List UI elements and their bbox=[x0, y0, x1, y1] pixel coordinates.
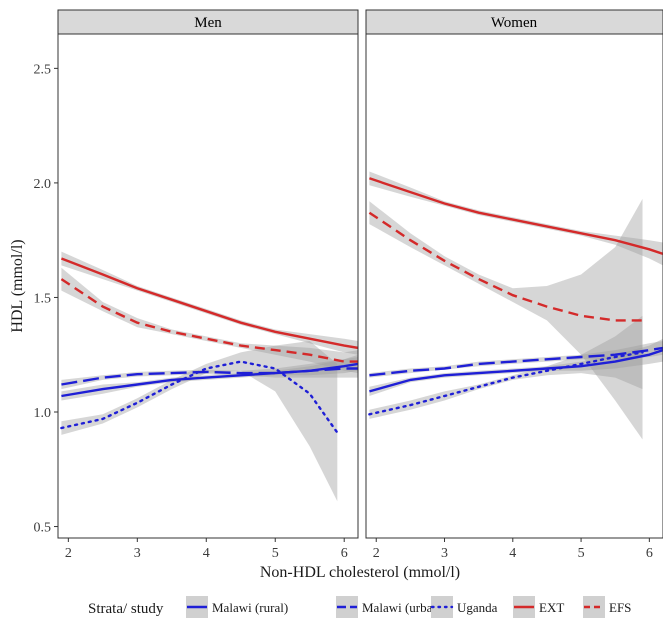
women-uganda-line bbox=[368, 351, 644, 416]
men-uganda-band bbox=[61, 341, 338, 502]
x-axis-women: 2 3 4 5 6 bbox=[373, 538, 653, 561]
panel-men-plot-area bbox=[58, 34, 358, 538]
x-tick-label: 3 bbox=[441, 546, 448, 561]
x-tick-label: 2 bbox=[65, 546, 72, 561]
women-malawi-rural-band bbox=[369, 338, 663, 396]
women-efs-line bbox=[368, 211, 643, 322]
x-tick-label: 5 bbox=[578, 546, 585, 561]
legend-label-ext: EXT bbox=[539, 600, 564, 615]
legend-label-malawi-urban: Malawi (urban) bbox=[362, 600, 443, 615]
legend-label-malawi-rural: Malawi (rural) bbox=[212, 600, 288, 615]
women-malawi-rural-line bbox=[369, 348, 663, 393]
legend-title: Strata/ study bbox=[88, 601, 164, 617]
panel-women: Women bbox=[365, 9, 663, 539]
panel-men-title: Men bbox=[194, 15, 222, 31]
y-axis-title: HDL (mmol/l) bbox=[9, 239, 26, 332]
y-tick-label: 2.0 bbox=[34, 177, 52, 192]
panel-women-series-lines bbox=[368, 177, 663, 416]
panel-men-border bbox=[57, 33, 359, 539]
men-malawi-urban-line bbox=[61, 367, 358, 386]
men-efs-line bbox=[60, 278, 358, 363]
legend-label-efs: EFS bbox=[609, 600, 631, 615]
men-ext-line bbox=[60, 257, 358, 350]
women-efs-band bbox=[369, 198, 643, 440]
women-ext-line bbox=[369, 177, 663, 256]
panel-men-series-lines bbox=[60, 257, 358, 434]
x-tick-label: 4 bbox=[509, 546, 516, 561]
y-tick-label: 0.5 bbox=[34, 521, 52, 536]
x-tick-label: 5 bbox=[272, 546, 279, 561]
legend-key-malawi-urban bbox=[336, 596, 358, 618]
panel-men-strip bbox=[57, 9, 359, 35]
x-tick-label: 2 bbox=[373, 546, 380, 561]
x-axis-men: 2 3 4 5 6 bbox=[65, 538, 348, 561]
x-axis-title: Non-HDL cholesterol (mmol/l) bbox=[260, 564, 460, 581]
men-efs-band bbox=[61, 267, 358, 374]
legend-label-uganda: Uganda bbox=[457, 600, 498, 615]
y-tick-label: 1.0 bbox=[34, 406, 52, 421]
y-tick-label: 2.5 bbox=[34, 62, 52, 77]
panel-men: Men bbox=[57, 9, 359, 539]
x-tick-label: 4 bbox=[203, 546, 210, 561]
women-malawi-urban-line bbox=[369, 346, 663, 377]
panel-women-border bbox=[365, 33, 663, 539]
x-tick-label: 3 bbox=[134, 546, 141, 561]
panel-women-plot-area bbox=[366, 34, 663, 538]
x-tick-label: 6 bbox=[646, 546, 653, 561]
y-axis: 0.5 1.0 1.5 2.0 2.5 bbox=[34, 62, 58, 536]
panel-women-strip bbox=[365, 9, 663, 35]
x-tick-label: 6 bbox=[341, 546, 348, 561]
y-tick-label: 1.5 bbox=[34, 291, 52, 306]
men-malawi-urban-band bbox=[61, 357, 358, 390]
panel-women-title: Women bbox=[491, 15, 538, 31]
women-ext-band bbox=[369, 171, 663, 266]
legend: Strata/ study Malawi (rural) Malawi (urba… bbox=[88, 596, 631, 618]
legend-key-uganda bbox=[431, 596, 453, 618]
men-ext-band bbox=[61, 251, 358, 355]
men-uganda-line bbox=[60, 360, 339, 434]
